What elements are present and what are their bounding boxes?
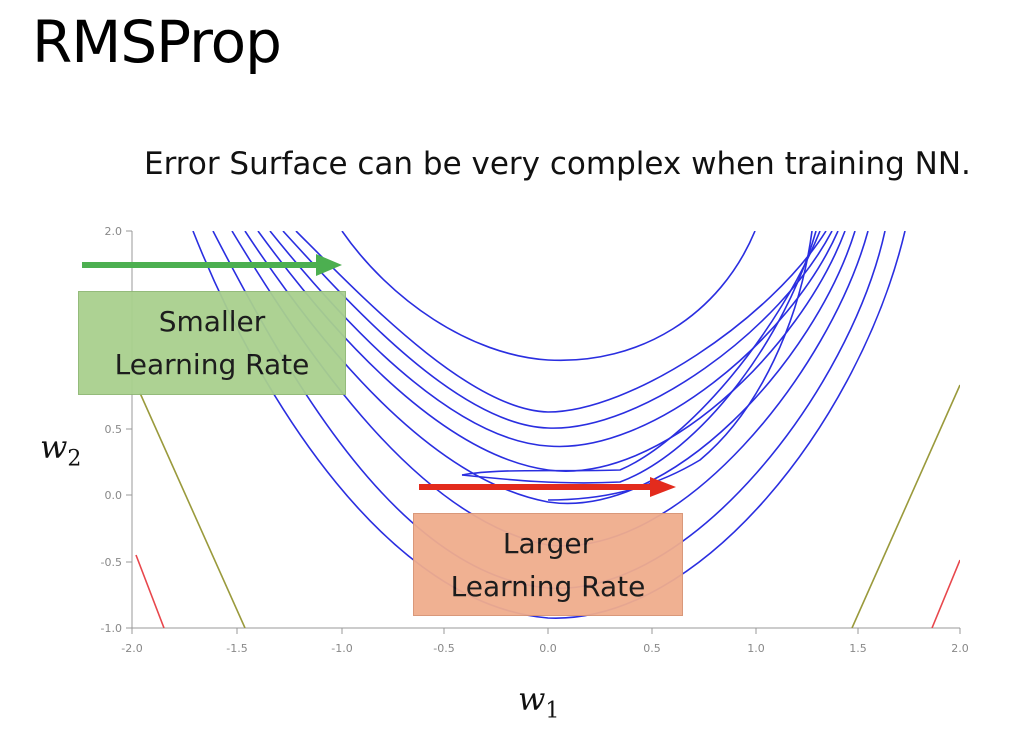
y-tick-0.5: 0.5: [105, 423, 123, 436]
side-lines: [135, 384, 960, 628]
contour-outer: [192, 231, 906, 619]
contour-inner-b: [461, 231, 817, 484]
contour-top-arc: [341, 231, 756, 362]
contour-6: [269, 231, 839, 448]
x-tick-marks: [131, 628, 961, 634]
smaller-label-line1: Smaller: [158, 305, 266, 338]
y-axis-label: w2: [40, 428, 82, 472]
x-tick-labels: -2.0 -1.5 -1.0 -0.5 0.0 0.5 1.0 1.5 2.0: [121, 642, 968, 655]
x-axis-label: w1: [518, 680, 560, 724]
olive-line-left: [139, 392, 246, 628]
red-line-right: [931, 559, 960, 628]
slide-subtitle: Error Surface can be very complex when t…: [144, 146, 971, 182]
red-line-left: [135, 554, 165, 628]
contour-inner-c: [547, 231, 813, 501]
contour-5: [257, 231, 846, 472]
smaller-learning-rate-callout: Smaller Learning Rate: [78, 291, 346, 395]
x-tick-neg1.0: -1.0: [331, 642, 352, 655]
slide-title: RMSProp: [32, 8, 282, 76]
y-tick-marks: [126, 230, 132, 629]
x-tick-neg2.0: -2.0: [121, 642, 142, 655]
larger-learning-rate-callout: Larger Learning Rate: [413, 513, 683, 616]
green-arrow: [82, 254, 342, 276]
x-tick-neg1.5: -1.5: [226, 642, 247, 655]
x-tick-1.0: 1.0: [747, 642, 765, 655]
x-tick-0.0: 0.0: [539, 642, 557, 655]
x-tick-0.5: 0.5: [643, 642, 661, 655]
olive-line-right: [851, 384, 960, 628]
contour-8: [295, 231, 827, 413]
larger-label-line1: Larger: [502, 526, 594, 560]
x-tick-1.5: 1.5: [849, 642, 867, 655]
red-arrow: [419, 477, 676, 497]
y-tick-neg0.5: -0.5: [101, 556, 122, 569]
y-tick-0.0: 0.0: [105, 489, 123, 502]
x-tick-neg0.5: -0.5: [433, 642, 454, 655]
x-tick-2.0: 2.0: [951, 642, 969, 655]
smaller-label-line2: Learning Rate: [114, 348, 310, 381]
y-tick-2.0: 2.0: [105, 225, 123, 238]
y-tick-neg1.0: -1.0: [101, 622, 122, 635]
y-tick-labels: 2.0 0.5 0.0 -0.5 -1.0: [101, 225, 122, 635]
contour-7: [282, 231, 833, 429]
contour-inner-a: [461, 231, 821, 476]
larger-label-line2: Learning Rate: [450, 569, 646, 603]
